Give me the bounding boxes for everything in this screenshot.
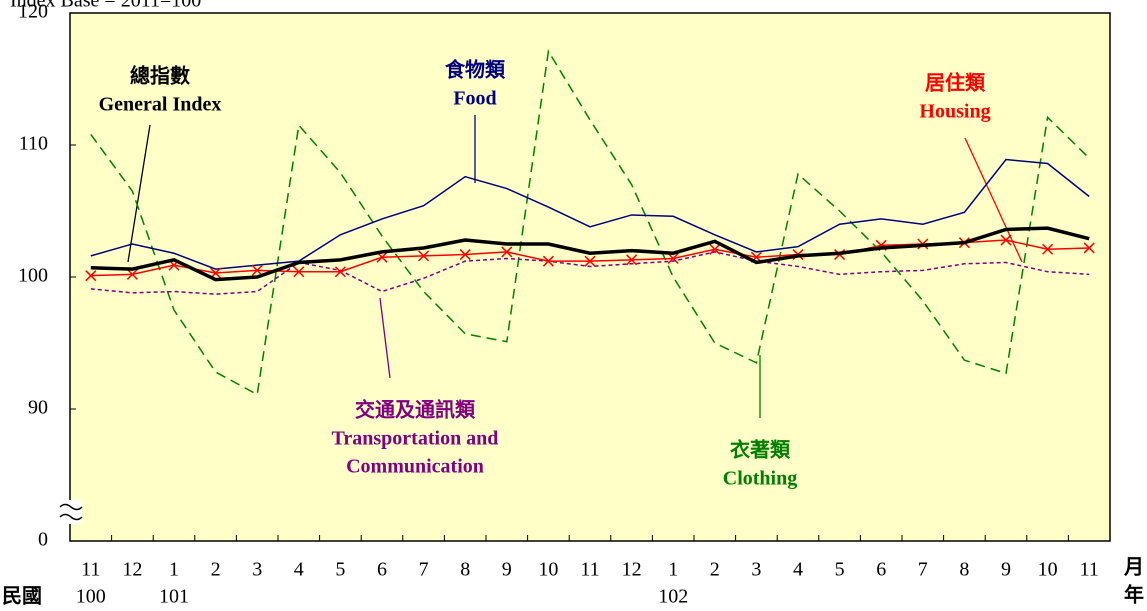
x-tick-label: 5	[335, 559, 345, 581]
x-tick-label: 1	[169, 559, 179, 581]
year-label: 102	[658, 586, 688, 608]
leader-line	[127, 124, 151, 263]
point-marker	[126, 268, 138, 280]
annotation: Transportation and	[332, 428, 499, 450]
x-tick-label: 10	[538, 559, 558, 581]
point-marker	[667, 252, 679, 265]
x-tick-label: 2	[710, 559, 720, 581]
point-marker	[542, 255, 554, 267]
x-tick-label: 5	[835, 559, 845, 581]
x-tick-label: 7	[918, 559, 928, 581]
point-marker	[334, 266, 346, 278]
point-marker	[1083, 242, 1095, 254]
x-tick-label: 12	[122, 559, 142, 581]
x-tick-label: 11	[1080, 559, 1099, 581]
x-tick-label: 8	[959, 559, 969, 581]
axis-break	[59, 503, 83, 521]
point-marker	[501, 246, 513, 258]
annotation: 食物類	[445, 58, 506, 82]
annotation: Housing	[919, 101, 990, 123]
annotation: 交通及通訊類	[355, 398, 476, 422]
annotation: Communication	[346, 456, 484, 478]
x-tick-label: 3	[751, 559, 761, 581]
annotation: 居住類	[925, 71, 986, 95]
month-label: 月	[1123, 557, 1144, 579]
annotation: 總指數	[130, 64, 190, 88]
x-tick-label: 8	[460, 559, 470, 581]
x-tick-label: 12	[622, 559, 642, 581]
x-tick-label: 11	[81, 559, 100, 581]
y-tick-label: 90	[28, 397, 48, 419]
chart-title: Index Base = 2011=100	[10, 0, 201, 12]
y-tick-label: 100	[18, 265, 48, 287]
y-tick-label: 120	[18, 1, 48, 23]
point-marker	[1042, 243, 1054, 255]
era-label: 民國	[2, 586, 42, 608]
point-marker	[459, 249, 471, 261]
point-marker	[1000, 234, 1012, 246]
x-tick-label: 11	[580, 559, 599, 581]
x-tick-label: 10	[1038, 559, 1058, 581]
x-tick-label: 6	[377, 559, 387, 581]
point-marker	[584, 255, 596, 267]
x-tick-label: 1	[668, 559, 678, 581]
year-label: 101	[159, 586, 189, 608]
annotation: General Index	[99, 94, 222, 116]
series-line	[90, 158, 1090, 270]
year-label: 100	[76, 586, 106, 608]
point-marker	[85, 270, 97, 282]
year-unit-label: 年	[1124, 583, 1144, 607]
x-tick-label: 9	[502, 559, 512, 581]
point-marker	[626, 254, 638, 266]
x-tick-label: 9	[1001, 559, 1011, 581]
series-line	[90, 226, 1090, 282]
point-marker	[418, 250, 430, 262]
y-tick-label: 0	[38, 529, 48, 551]
point-marker	[293, 266, 305, 278]
annotation: Clothing	[723, 468, 797, 490]
point-marker	[709, 243, 721, 255]
point-marker	[251, 264, 263, 276]
leader-line	[379, 297, 391, 379]
axis-break-bg	[60, 500, 82, 524]
x-tick-label: 7	[419, 559, 429, 581]
x-tick-label: 2	[211, 559, 221, 581]
y-tick-label: 110	[19, 133, 48, 155]
annotation: Food	[453, 88, 496, 110]
x-tick-label: 6	[876, 559, 886, 581]
x-tick-label: 4	[793, 559, 803, 581]
x-tick-label: 4	[294, 559, 304, 581]
series-line	[90, 251, 1090, 295]
x-tick-label: 3	[252, 559, 262, 581]
annotation: 衣著類	[730, 438, 791, 462]
